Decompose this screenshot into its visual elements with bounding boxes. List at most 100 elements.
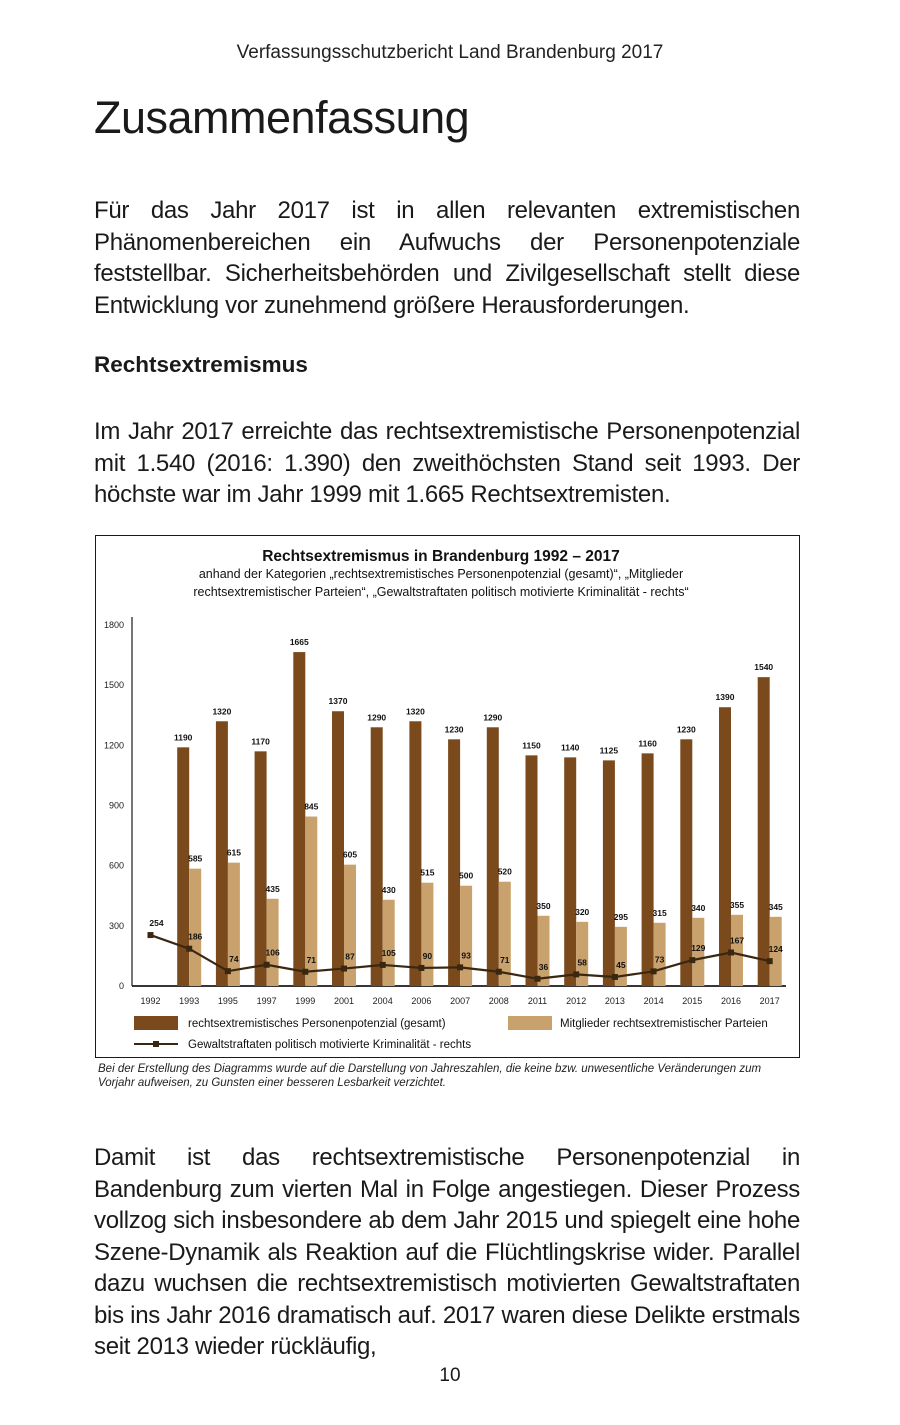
data-label-gesamt: 1190 [174,732,193,742]
page-number: 10 [439,1365,461,1386]
bar-parteien [382,899,395,986]
point-gewalt [186,945,193,952]
point-gewalt [457,964,464,971]
bar-gesamt [332,711,344,986]
point-gewalt [302,968,309,975]
data-label-gesamt: 1230 [677,724,696,734]
y-tick-label: 1500 [104,680,124,690]
data-label-gesamt: 1230 [445,724,464,734]
data-label-parteien: 345 [769,902,783,912]
x-tick-label: 2013 [605,996,625,1006]
x-tick-label: 2016 [721,996,741,1006]
data-label-gewalt: 186 [188,932,202,942]
point-gewalt [379,961,386,968]
data-label-parteien: 435 [266,884,280,894]
bar-parteien [576,921,589,986]
bar-gesamt [525,755,538,986]
y-tick-label: 900 [109,801,124,811]
bar-parteien [227,862,240,986]
y-tick-label: 300 [109,921,124,931]
data-label-gewalt: 106 [266,948,280,958]
bar-gesamt [564,757,577,986]
data-label-gesamt: 1150 [522,740,541,750]
section-heading: Rechtsextremismus [94,352,308,377]
data-label-gewalt: 74 [229,954,239,964]
x-tick-label: 2017 [760,996,780,1006]
x-tick-label: 1992 [140,996,160,1006]
data-label-gesamt: 1160 [638,738,657,748]
x-tick-label: 2014 [644,996,664,1006]
bar-parteien [266,898,279,986]
data-label-gewalt: 90 [423,951,433,961]
data-label-gewalt: 167 [730,936,744,946]
bar-gesamt [254,751,267,986]
chart: Rechtsextremismus in Brandenburg 1992 – … [104,548,786,1051]
point-gewalt [689,957,696,964]
page-title: Zusammenfassung [94,92,470,143]
data-label-gewalt: 45 [616,960,626,970]
y-tick-label: 1200 [104,740,124,750]
bar-gesamt [602,760,615,986]
data-label-parteien: 500 [459,871,473,881]
x-tick-label: 2001 [334,996,354,1006]
section-paragraph-1: Im Jahr 2017 erreichte das rechtsextremi… [94,418,800,508]
data-label-parteien: 430 [382,885,396,895]
point-gewalt [147,932,154,939]
data-label-gesamt: 1665 [290,637,309,647]
bar-parteien [614,926,627,986]
running-header: Verfassungsschutzbericht Land Brandenbur… [236,42,664,63]
data-label-parteien: 315 [653,908,667,918]
bar-parteien [731,914,743,986]
data-label-gewalt: 36 [539,962,549,972]
chart-frame: Rechtsextremismus in Brandenburg 1992 – … [95,535,800,1058]
bar-parteien [769,916,782,986]
point-gewalt [534,975,541,982]
x-tick-label: 1995 [218,996,238,1006]
data-label-parteien: 845 [304,802,318,812]
bar-gesamt [641,753,654,986]
point-gewalt [766,958,773,965]
bar-parteien [189,868,202,986]
data-label-gewalt: 73 [655,954,665,964]
x-tick-label: 1999 [295,996,315,1006]
data-label-gesamt: 1390 [716,692,735,702]
section-paragraph-2: Damit ist das rechtsextremistische Perso… [94,1144,800,1360]
data-label-parteien: 295 [614,912,628,922]
point-gewalt [728,949,734,956]
point-gewalt [263,961,270,968]
bar-parteien [537,915,550,986]
chart-subtitle-line1: anhand der Kategorien „rechtsextremistis… [199,567,683,581]
x-tick-label: 2004 [373,996,393,1006]
bar-gesamt [370,727,383,986]
x-tick-label: 2015 [682,996,702,1006]
data-label-gewalt: 93 [461,950,471,960]
bar-parteien [460,885,473,986]
data-label-parteien: 585 [188,854,202,864]
data-label-gesamt: 1370 [329,696,348,706]
x-tick-label: 1997 [257,996,277,1006]
data-label-gewalt: 58 [577,957,587,967]
point-gewalt [418,964,425,971]
data-label-gesamt: 1140 [561,742,580,752]
point-gewalt [224,968,231,975]
x-tick-label: 1993 [179,996,199,1006]
bar-parteien [344,864,356,986]
x-tick-label: 2008 [489,996,509,1006]
data-label-gewalt: 105 [382,948,396,958]
point-gewalt [573,971,580,978]
y-tick-label: 0 [119,981,124,991]
bar-gesamt [757,677,770,986]
legend-swatch-parteien [508,1016,552,1030]
legend-label-parteien: Mitglieder rechtsextremistischer Parteie… [560,1018,768,1030]
data-label-parteien: 605 [343,850,357,860]
data-label-gewalt: 124 [769,944,783,954]
y-tick-label: 1800 [104,620,124,630]
data-label-gesamt: 1170 [251,736,270,746]
x-tick-label: 2007 [450,996,470,1006]
bar-gesamt [448,739,461,986]
data-label-parteien: 340 [691,903,705,913]
data-label-gewalt: 129 [691,943,705,953]
data-label-gesamt: 1320 [406,706,425,716]
bar-parteien [498,881,511,986]
data-label-parteien: 350 [536,901,550,911]
